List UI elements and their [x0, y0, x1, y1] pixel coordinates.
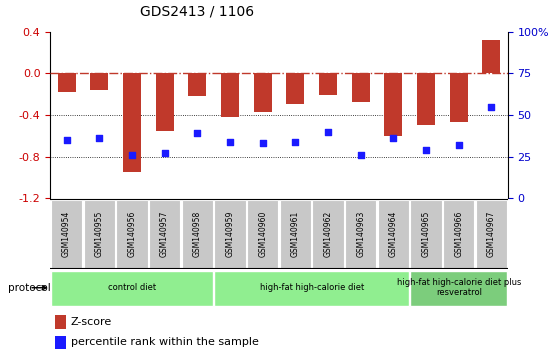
Bar: [55, 315, 66, 329]
Point: [422, 147, 431, 153]
Bar: [443, 200, 474, 268]
Bar: [57, 74, 75, 92]
Text: GDS2413 / 1106: GDS2413 / 1106: [140, 4, 254, 18]
Point: [225, 139, 234, 144]
Text: GSM140959: GSM140959: [225, 210, 234, 257]
Bar: [123, 74, 141, 172]
Bar: [247, 200, 278, 268]
Text: GSM140954: GSM140954: [62, 210, 71, 257]
Text: percentile rank within the sample: percentile rank within the sample: [71, 337, 259, 348]
Bar: [214, 271, 409, 306]
Text: GSM140964: GSM140964: [389, 210, 398, 257]
Bar: [84, 200, 115, 268]
Text: control diet: control diet: [108, 283, 156, 292]
Bar: [149, 200, 180, 268]
Text: GSM140963: GSM140963: [356, 210, 365, 257]
Point: [389, 136, 398, 141]
Bar: [483, 40, 501, 74]
Text: protocol: protocol: [8, 283, 50, 293]
Bar: [286, 74, 304, 104]
Point: [487, 104, 496, 110]
Text: GSM140958: GSM140958: [193, 211, 202, 257]
Text: Z-score: Z-score: [71, 317, 112, 327]
Text: GSM140966: GSM140966: [454, 210, 463, 257]
Text: GSM140967: GSM140967: [487, 210, 496, 257]
Bar: [319, 74, 337, 95]
Point: [454, 142, 463, 148]
Bar: [476, 200, 507, 268]
Point: [62, 137, 71, 143]
Bar: [410, 271, 507, 306]
Point: [127, 152, 136, 158]
Text: GSM140955: GSM140955: [95, 210, 104, 257]
Bar: [384, 74, 402, 136]
Text: GSM140956: GSM140956: [127, 210, 136, 257]
Text: GSM140957: GSM140957: [160, 210, 169, 257]
Point: [95, 136, 104, 141]
Bar: [214, 200, 246, 268]
Point: [356, 152, 365, 158]
Bar: [188, 74, 206, 96]
Text: high-fat high-calorie diet: high-fat high-calorie diet: [259, 283, 364, 292]
Text: high-fat high-calorie diet plus
resveratrol: high-fat high-calorie diet plus resverat…: [397, 278, 521, 297]
Bar: [352, 74, 370, 102]
Bar: [345, 200, 377, 268]
Point: [324, 129, 333, 135]
Bar: [55, 336, 66, 349]
Text: GSM140961: GSM140961: [291, 211, 300, 257]
Bar: [410, 200, 442, 268]
Bar: [90, 74, 108, 90]
Bar: [280, 200, 311, 268]
Bar: [51, 200, 82, 268]
Point: [291, 139, 300, 144]
Text: GSM140965: GSM140965: [422, 210, 431, 257]
Bar: [417, 74, 435, 125]
Bar: [450, 74, 468, 122]
Bar: [312, 200, 344, 268]
Text: GSM140962: GSM140962: [324, 211, 333, 257]
Bar: [254, 74, 272, 112]
Bar: [181, 200, 213, 268]
Bar: [51, 271, 213, 306]
Bar: [221, 74, 239, 117]
Bar: [378, 200, 409, 268]
Point: [160, 150, 169, 156]
Point: [193, 131, 202, 136]
Bar: [116, 200, 148, 268]
Text: GSM140960: GSM140960: [258, 210, 267, 257]
Point: [258, 141, 267, 146]
Bar: [156, 74, 174, 131]
